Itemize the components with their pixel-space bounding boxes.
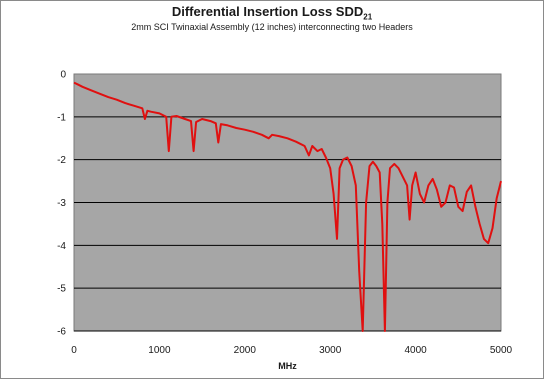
y-tick-label: -5 [57, 284, 66, 295]
chart-title: Differential Insertion Loss SDD21 [0, 4, 544, 22]
chart-subtitle: 2mm SCI Twinaxial Assembly (12 inches) i… [131, 22, 413, 32]
x-tick-label: 2000 [234, 345, 257, 356]
series-line [73, 81, 502, 332]
y-tick-label: -4 [57, 241, 66, 252]
y-tick-label: -6 [57, 327, 66, 338]
x-tick-label: 3000 [319, 345, 342, 356]
y-tick-label: -2 [57, 155, 66, 166]
y-tick-label: -3 [57, 198, 66, 209]
x-tick-label: 4000 [404, 345, 427, 356]
x-tick-label: 5000 [490, 345, 513, 356]
y-tick-label: -1 [57, 112, 66, 123]
y-tick-label: 0 [60, 70, 66, 81]
chart-title-text: Differential Insertion Loss SDD [171, 4, 364, 19]
x-axis-label: MHz [278, 361, 297, 371]
x-tick-labels: 0 1000 2000 3000 4000 5000 [71, 345, 512, 356]
frame-top-border [0, 0, 544, 1]
x-tick-label: 0 [71, 345, 77, 356]
frame-left-border [0, 0, 1, 379]
x-tick-label: 1000 [148, 345, 171, 356]
chart-title-subscript: 21 [363, 12, 373, 22]
y-tick-labels: 0 -1 -2 -3 -4 -5 -6 [57, 70, 66, 338]
